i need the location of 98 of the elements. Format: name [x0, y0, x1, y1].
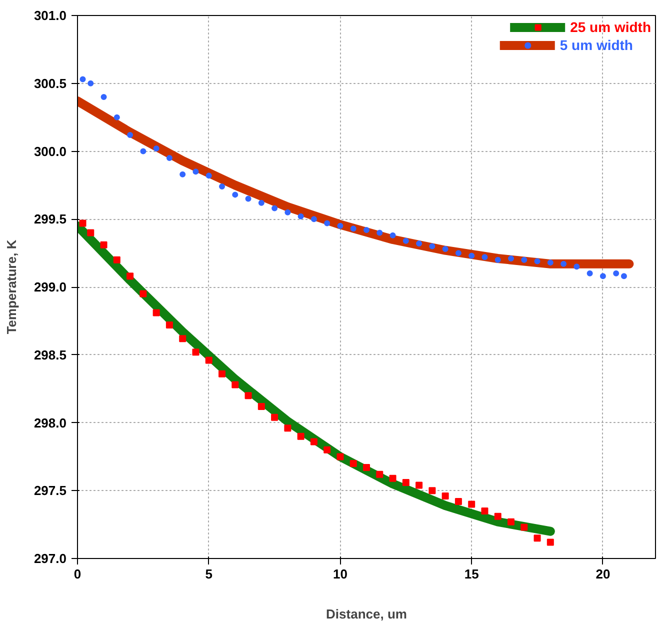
- point: [324, 220, 330, 226]
- point: [454, 498, 462, 505]
- point: [232, 381, 239, 388]
- point: [206, 172, 212, 179]
- point: [298, 213, 304, 220]
- point: [179, 335, 186, 342]
- point: [284, 209, 291, 216]
- point: [205, 356, 212, 364]
- point: [600, 273, 606, 280]
- point: [586, 270, 593, 276]
- point: [508, 518, 514, 526]
- point: [350, 460, 357, 467]
- point: [258, 402, 265, 410]
- point: [219, 184, 225, 190]
- point: [428, 487, 436, 494]
- point: [508, 255, 514, 262]
- point: [521, 256, 528, 263]
- point: [87, 229, 94, 236]
- point: [429, 243, 436, 250]
- point: [390, 232, 396, 238]
- point: [363, 464, 370, 472]
- point: [547, 260, 554, 266]
- point: [520, 524, 528, 531]
- point: [180, 171, 186, 178]
- point: [416, 482, 423, 489]
- point: [114, 114, 120, 120]
- point: [245, 196, 252, 202]
- point: [336, 453, 344, 460]
- point: [166, 322, 173, 329]
- x-tick-label: 5: [205, 566, 212, 582]
- point: [79, 220, 86, 227]
- point: [620, 273, 627, 280]
- point: [310, 438, 318, 446]
- point: [376, 470, 384, 478]
- y-tick-label: 297.5: [34, 483, 67, 498]
- point: [416, 240, 422, 247]
- y-tick-label: 298.0: [34, 415, 67, 430]
- y-axis-title: Temperature, K: [4, 239, 19, 334]
- point: [574, 264, 580, 270]
- point: [389, 474, 396, 482]
- point: [140, 148, 146, 154]
- legend-label: 5 um width: [560, 37, 633, 53]
- point: [482, 254, 488, 260]
- point: [272, 205, 278, 212]
- legend-label: 25 um width: [570, 19, 651, 35]
- point: [364, 226, 370, 233]
- point: [100, 241, 108, 248]
- point: [324, 446, 331, 454]
- y-tick-label: 298.5: [34, 347, 67, 362]
- point: [166, 155, 172, 162]
- x-tick-label: 20: [596, 566, 610, 582]
- point: [152, 309, 160, 316]
- point: [244, 392, 252, 400]
- point: [88, 80, 94, 86]
- y-tick-label: 300.0: [34, 144, 67, 159]
- point: [402, 478, 410, 486]
- point: [494, 512, 502, 520]
- x-tick-label: 15: [464, 566, 479, 582]
- point: [297, 432, 304, 440]
- point: [494, 256, 501, 263]
- point: [284, 424, 292, 432]
- point: [560, 260, 567, 267]
- point: [140, 290, 147, 298]
- y-tick-label: 300.5: [34, 76, 67, 91]
- point: [232, 192, 238, 198]
- x-tick-label: 10: [332, 566, 348, 582]
- point: [218, 370, 226, 378]
- point: [337, 222, 344, 229]
- point: [455, 250, 462, 256]
- point: [192, 348, 200, 356]
- point: [350, 226, 356, 232]
- point: [534, 534, 541, 542]
- point: [80, 76, 86, 82]
- point: [534, 258, 540, 264]
- point: [126, 272, 134, 280]
- point: [442, 492, 449, 500]
- point: [613, 270, 620, 276]
- point: [153, 146, 160, 152]
- point: [258, 200, 264, 206]
- x-axis-title: Distance, um: [326, 606, 407, 622]
- point: [442, 246, 448, 252]
- point: [127, 132, 134, 138]
- point: [271, 414, 278, 421]
- y-tick-label: 299.5: [34, 212, 67, 227]
- point: [468, 500, 476, 508]
- x-tick-label: 0: [74, 566, 82, 582]
- point: [402, 238, 409, 244]
- y-tick-label: 297.0: [34, 551, 67, 566]
- point: [310, 216, 317, 222]
- point: [113, 256, 120, 264]
- y-tick-label: 301.0: [34, 8, 67, 23]
- point: [481, 507, 488, 514]
- point: [468, 252, 475, 259]
- point: [546, 538, 554, 546]
- point: [100, 94, 107, 100]
- y-tick-label: 299.0: [34, 280, 67, 294]
- point: [192, 168, 199, 175]
- point: [376, 230, 383, 236]
